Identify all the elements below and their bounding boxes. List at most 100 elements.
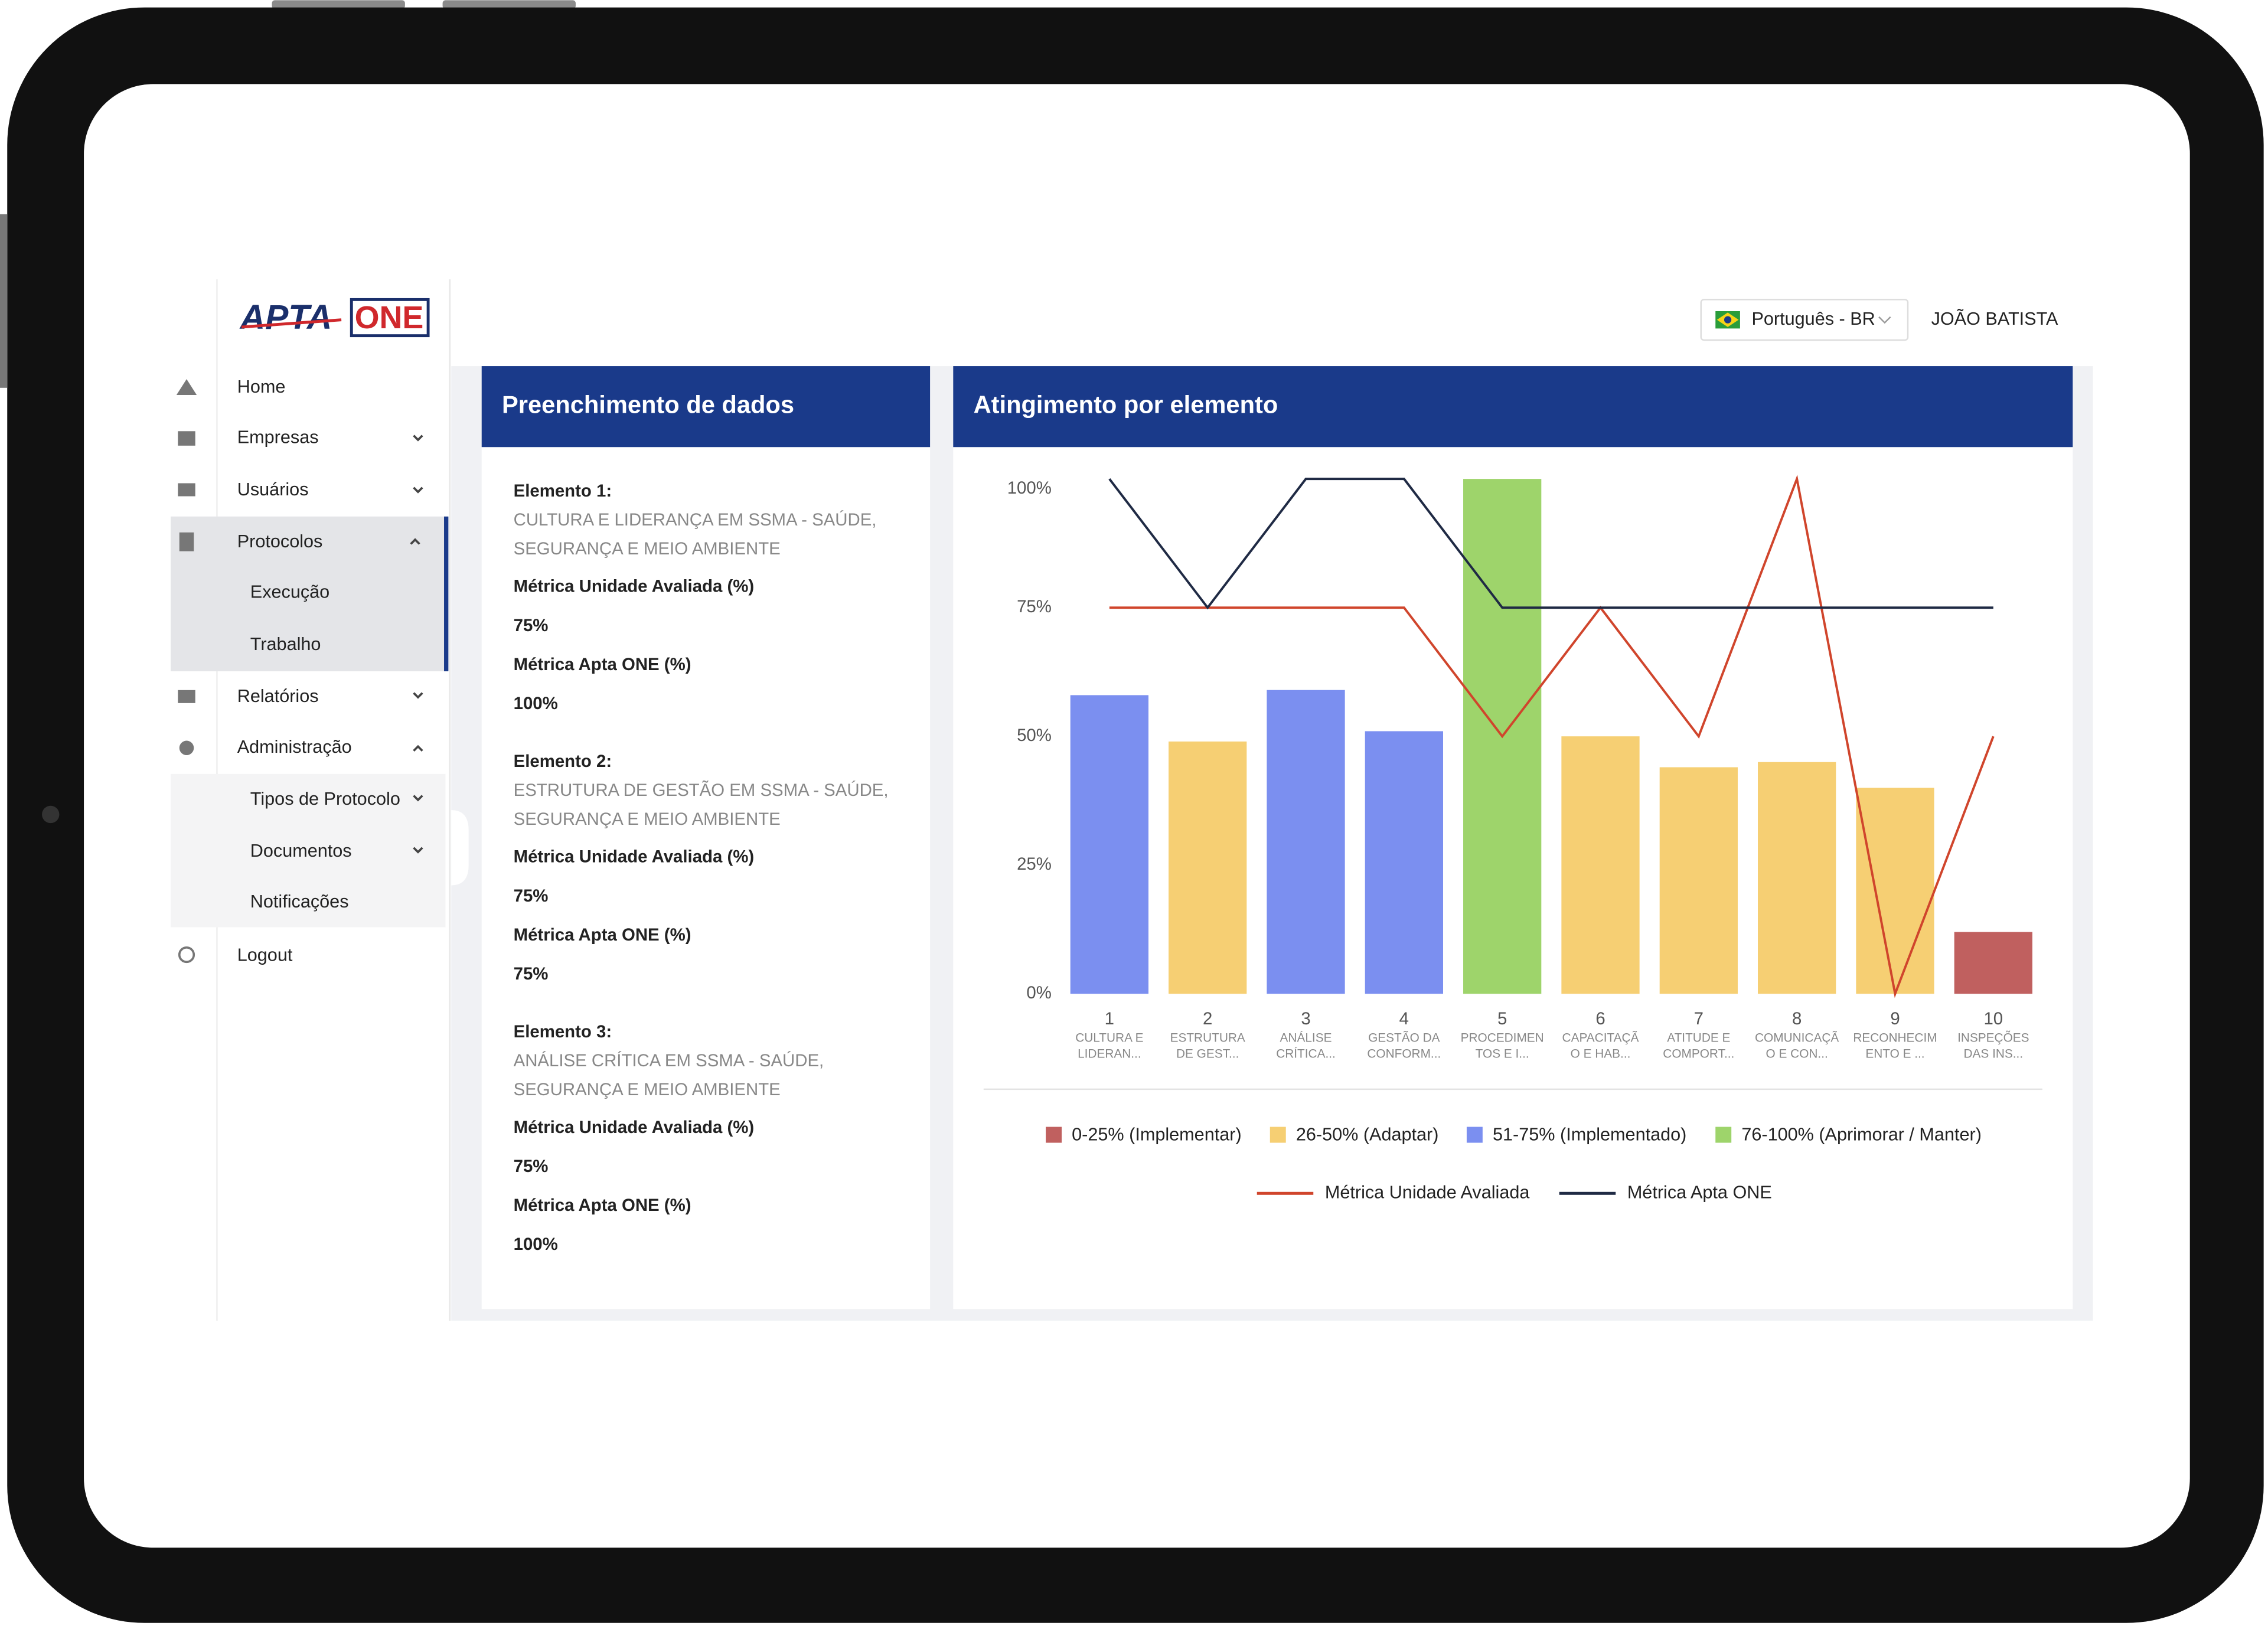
- panel-header: [953, 366, 2073, 448]
- metric-label: Métrica Apta ONE (%): [514, 1196, 691, 1215]
- legend-swatch: [1270, 1127, 1286, 1143]
- metric-label: Métrica Unidade Avaliada (%): [514, 577, 755, 596]
- panel-header: [481, 366, 931, 448]
- submenu-item[interactable]: Execução: [250, 582, 329, 602]
- camera: [42, 805, 60, 824]
- sidebar: APTA ONE Home Empresas Usuários Protocol…: [171, 279, 451, 1321]
- legend-label: 76-100% (Aprimorar / Manter): [1741, 1124, 1982, 1144]
- bar: [1856, 788, 1934, 994]
- metric-value: 100%: [514, 1235, 558, 1254]
- legend-label: 0-25% (Implementar): [1072, 1124, 1242, 1144]
- chart: 0% 25% 50% 75% 100% 1 CULTURA E LIDERAN... 2 ESTR…: [1007, 474, 2032, 1202]
- x-tick-label: 6: [1595, 1009, 1605, 1029]
- metric-label: Métrica Unidade Avaliada (%): [514, 847, 755, 867]
- category-description: LIDERAN...: [1078, 1047, 1141, 1061]
- menu-item[interactable]: Administração: [237, 737, 352, 757]
- metric-value: 75%: [514, 964, 549, 984]
- icon: [178, 690, 195, 703]
- x-tick-label: 10: [1983, 1009, 2003, 1029]
- panel: [481, 366, 931, 1310]
- submenu-item[interactable]: Notificações: [250, 892, 349, 912]
- element-name: ESTRUTURA DE GESTÃO EM SSMA - SAÚDE,: [514, 780, 889, 800]
- icon: [178, 946, 195, 964]
- menu-item[interactable]: Empresas: [237, 427, 319, 448]
- submenu-item[interactable]: Documentos: [250, 841, 352, 861]
- category-description: ENTO E ...: [1865, 1047, 1924, 1061]
- device-button: [0, 214, 8, 388]
- x-tick-label: 7: [1694, 1009, 1704, 1029]
- menu-item[interactable]: Protocolos: [237, 531, 323, 551]
- category-description: DAS INS...: [1964, 1047, 2024, 1061]
- category-description: PROCEDIMEN: [1461, 1031, 1544, 1045]
- y-tick-label: 50%: [1017, 726, 1052, 745]
- element-heading: Elemento 1:: [514, 481, 612, 501]
- category-description: GESTÃO DA: [1368, 1031, 1440, 1045]
- element-heading: Elemento 2:: [514, 752, 612, 771]
- chevron: [413, 487, 423, 494]
- x-tick-label: 3: [1301, 1009, 1310, 1029]
- metric-value: 75%: [514, 886, 549, 906]
- x-tick-label: 1: [1105, 1009, 1114, 1029]
- y-tick-label: 75%: [1017, 597, 1052, 616]
- y-tick-label: 100%: [1007, 478, 1052, 498]
- menu-icons: [176, 379, 197, 964]
- bar: [1169, 741, 1247, 994]
- metric-label: Métrica Apta ONE (%): [514, 925, 691, 945]
- active-marker: [444, 516, 449, 671]
- element-list: Elemento 1: CULTURA E LIDERANÇA EM SSMA -…: [514, 481, 889, 1254]
- chevron: [413, 435, 423, 442]
- line: [1108, 478, 1993, 610]
- category-description: O E CON...: [1766, 1047, 1828, 1061]
- metric-value: 100%: [514, 694, 558, 713]
- logo: APTA: [239, 298, 332, 337]
- element-heading: Elemento 3:: [514, 1022, 612, 1041]
- bar: [1954, 932, 2032, 994]
- element-name: CULTURA E LIDERANÇA EM SSMA - SAÚDE,: [514, 510, 877, 530]
- element-name: SEGURANÇA E MEIO AMBIENTE: [514, 1080, 781, 1099]
- icon: [176, 379, 197, 396]
- language-select[interactable]: [1700, 299, 1909, 341]
- x-tick-label: 9: [1890, 1009, 1900, 1029]
- panel-title: Preenchimento de dados: [502, 391, 794, 419]
- submenu-bg: [171, 773, 446, 928]
- chevron: [1878, 316, 1891, 324]
- logo-swoosh: [241, 318, 342, 329]
- collapse-tab[interactable]: [451, 810, 469, 886]
- x-tick-label: 2: [1203, 1009, 1212, 1029]
- category-description: O E HAB...: [1571, 1047, 1631, 1061]
- menu-item[interactable]: Home: [237, 377, 286, 397]
- submenu-item[interactable]: Trabalho: [250, 634, 321, 654]
- bar: [1659, 767, 1738, 994]
- x-tick-label: 4: [1399, 1009, 1409, 1029]
- x-tick-label: 5: [1497, 1009, 1507, 1029]
- device-button: [272, 0, 405, 9]
- chevron: [413, 692, 423, 699]
- menu-item[interactable]: Relatórios: [237, 686, 319, 706]
- metric-label: Métrica Unidade Avaliada (%): [514, 1118, 755, 1137]
- icon: [179, 740, 194, 756]
- metric-value: 75%: [514, 1157, 549, 1176]
- metric-label: Métrica Apta ONE (%): [514, 655, 691, 674]
- submenu-item[interactable]: Tipos de Protocolo: [250, 789, 400, 809]
- legend-label: Métrica Apta ONE: [1627, 1182, 1772, 1202]
- legend-swatch: [1466, 1127, 1483, 1143]
- icon: [179, 532, 194, 551]
- legend-label: Métrica Unidade Avaliada: [1325, 1182, 1531, 1202]
- category-description: CAPACITAÇÃ: [1562, 1031, 1639, 1045]
- x-tick-label: 8: [1792, 1009, 1802, 1029]
- menu-item[interactable]: Usuários: [237, 479, 309, 499]
- bar: [1561, 736, 1640, 994]
- legend-swatch: [1046, 1127, 1062, 1143]
- menu-item[interactable]: Logout: [237, 945, 293, 965]
- category-description: COMUNICAÇÃ: [1755, 1031, 1839, 1045]
- user-name[interactable]: JOÃO BATISTA: [1931, 308, 2058, 329]
- chevron: [413, 745, 423, 752]
- metric-value: 75%: [514, 616, 549, 635]
- y-tick-label: 25%: [1017, 854, 1052, 874]
- chevron: [410, 538, 420, 545]
- icon: [178, 431, 195, 446]
- category-description: COMPORT...: [1663, 1047, 1734, 1061]
- flag: [1724, 316, 1732, 324]
- bar: [1758, 762, 1836, 994]
- category-description: TOS E I...: [1476, 1047, 1529, 1061]
